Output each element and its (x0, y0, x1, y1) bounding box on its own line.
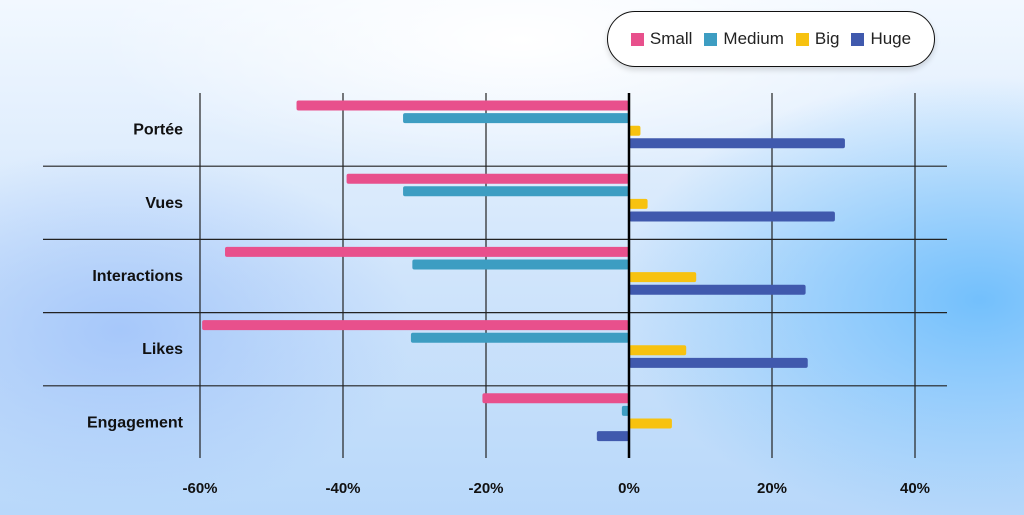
legend-label-huge: Huge (870, 29, 912, 48)
legend-item-small: Small (630, 29, 693, 49)
legend-swatch-medium (704, 32, 718, 46)
legend-item-huge: Huge (851, 29, 911, 49)
bar-vues-big (629, 198, 648, 209)
legend-swatch-big (795, 32, 809, 46)
bar-likes-medium (410, 332, 629, 343)
x-tick-label--60: -60% (182, 480, 217, 497)
bar-vues-medium (403, 186, 629, 197)
legend-item-big: Big (795, 29, 840, 49)
legend-swatch-huge (851, 32, 865, 46)
legend: Small Medium Big Huge (607, 11, 935, 67)
bar-interactions-small (225, 246, 629, 257)
bar-portee-huge (629, 138, 845, 149)
bar-likes-big (629, 345, 687, 356)
bar-engagement-huge (596, 431, 629, 442)
bar-portee-medium (403, 113, 629, 124)
bar-engagement-medium (621, 405, 629, 416)
bar-engagement-small (482, 393, 629, 404)
legend-label-small: Small (649, 29, 693, 48)
x-tick-label--20: -20% (468, 480, 503, 497)
category-label-interactions: Interactions (92, 268, 183, 285)
bar-vues-huge (629, 211, 835, 222)
x-tick-label-0: 0% (618, 480, 640, 497)
category-label-vues: Vues (145, 195, 183, 212)
bar-portee-big (629, 125, 641, 136)
category-label-likes: Likes (142, 341, 183, 358)
category-label-portee: Portée (133, 122, 183, 139)
bar-likes-huge (629, 357, 808, 368)
bar-engagement-big (629, 418, 672, 429)
category-label-engagement: Engagement (87, 414, 184, 431)
bar-interactions-big (629, 272, 697, 283)
x-tick-label-20: 20% (757, 480, 787, 497)
x-tick-label--40: -40% (325, 480, 360, 497)
bar-vues-small (346, 173, 629, 184)
bar-interactions-medium (412, 259, 629, 270)
bar-portee-small (296, 100, 629, 111)
legend-swatch-small (630, 32, 644, 46)
bar-likes-small (202, 320, 629, 331)
legend-label-big: Big (814, 29, 840, 48)
legend-item-medium: Medium (704, 29, 784, 49)
x-tick-label-40: 40% (900, 480, 930, 497)
legend-label-medium: Medium (723, 29, 784, 48)
bar-interactions-huge (629, 284, 806, 295)
